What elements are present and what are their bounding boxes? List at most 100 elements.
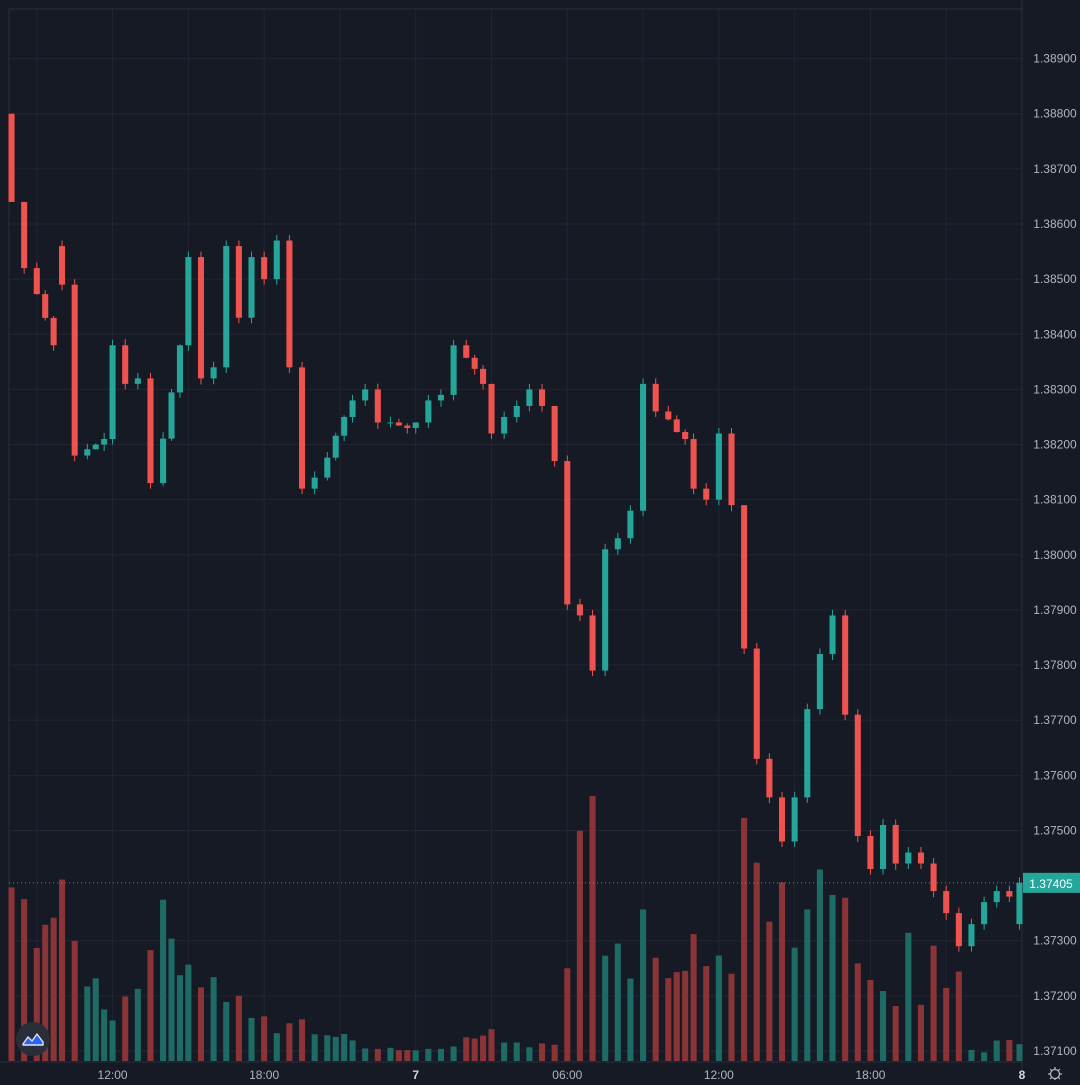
candle-body[interactable] bbox=[993, 891, 1000, 903]
candle-body[interactable] bbox=[33, 268, 40, 295]
candle-body[interactable] bbox=[101, 439, 108, 445]
candle-body[interactable] bbox=[627, 510, 634, 539]
candle-body[interactable] bbox=[551, 405, 558, 462]
candle-body[interactable] bbox=[576, 604, 583, 616]
candle-body[interactable] bbox=[362, 389, 369, 401]
candle-body[interactable] bbox=[880, 824, 887, 870]
candle-body[interactable] bbox=[955, 913, 962, 947]
candle-layer[interactable] bbox=[8, 113, 1023, 952]
candle-body[interactable] bbox=[210, 367, 217, 379]
candle-body[interactable] bbox=[917, 852, 924, 864]
volume-bar bbox=[551, 1044, 558, 1061]
volume-bar bbox=[673, 972, 680, 1061]
candle-body[interactable] bbox=[501, 416, 508, 434]
candle-body[interactable] bbox=[8, 113, 15, 202]
candle-body[interactable] bbox=[778, 797, 786, 842]
candle-body[interactable] bbox=[665, 411, 672, 420]
candle-body[interactable] bbox=[50, 317, 57, 346]
candle-body[interactable] bbox=[905, 852, 912, 864]
candle-body[interactable] bbox=[741, 505, 748, 649]
candle-body[interactable] bbox=[437, 394, 445, 401]
candle-body[interactable] bbox=[160, 438, 167, 484]
volume-bar bbox=[576, 830, 583, 1061]
candle-body[interactable] bbox=[513, 405, 520, 417]
candle-body[interactable] bbox=[538, 389, 546, 406]
candle-body[interactable] bbox=[816, 654, 823, 710]
candle-body[interactable] bbox=[614, 538, 621, 550]
candle-body[interactable] bbox=[42, 294, 49, 318]
candle-body[interactable] bbox=[463, 345, 470, 358]
candle-body[interactable] bbox=[488, 383, 495, 434]
candle-body[interactable] bbox=[526, 389, 533, 406]
candle-body[interactable] bbox=[425, 400, 432, 423]
candle-body[interactable] bbox=[690, 439, 697, 489]
candle-body[interactable] bbox=[332, 435, 339, 458]
candle-body[interactable] bbox=[109, 345, 116, 440]
candle-body[interactable] bbox=[753, 648, 760, 759]
candle-body[interactable] bbox=[147, 378, 154, 484]
candle-body[interactable] bbox=[168, 392, 175, 439]
candle-body[interactable] bbox=[703, 488, 710, 500]
candle-body[interactable] bbox=[387, 422, 394, 424]
candle-body[interactable] bbox=[286, 240, 293, 368]
candle-body[interactable] bbox=[404, 425, 411, 428]
candle-body[interactable] bbox=[185, 257, 192, 346]
tradingview-logo[interactable] bbox=[16, 1022, 50, 1056]
candle-body[interactable] bbox=[968, 924, 975, 947]
candle-body[interactable] bbox=[261, 257, 268, 280]
candle-body[interactable] bbox=[682, 432, 689, 440]
candle-body[interactable] bbox=[84, 449, 91, 456]
candle-body[interactable] bbox=[1016, 882, 1023, 925]
candle-body[interactable] bbox=[176, 345, 183, 393]
candle-body[interactable] bbox=[842, 615, 849, 715]
candle-body[interactable] bbox=[395, 422, 402, 426]
candle-body[interactable] bbox=[640, 383, 647, 511]
candle-body[interactable] bbox=[981, 902, 988, 925]
candle-body[interactable] bbox=[248, 257, 255, 318]
candle-body[interactable] bbox=[480, 368, 487, 384]
candle-body[interactable] bbox=[223, 246, 230, 368]
candle-body[interactable] bbox=[374, 389, 381, 423]
candle-body[interactable] bbox=[652, 383, 659, 412]
candle-body[interactable] bbox=[867, 835, 874, 870]
candle-body[interactable] bbox=[273, 240, 280, 280]
candle-body[interactable] bbox=[311, 477, 318, 489]
candle-body[interactable] bbox=[134, 378, 141, 384]
candle-body[interactable] bbox=[412, 422, 419, 428]
candle-body[interactable] bbox=[324, 457, 331, 478]
candle-body[interactable] bbox=[564, 461, 571, 605]
candle-body[interactable] bbox=[450, 345, 457, 395]
candle-body[interactable] bbox=[943, 891, 950, 914]
candle-body[interactable] bbox=[715, 433, 722, 500]
candle-body[interactable] bbox=[829, 615, 836, 655]
candle-body[interactable] bbox=[673, 419, 680, 433]
candle-body[interactable] bbox=[349, 400, 356, 417]
price-tick-label: 1.38300 bbox=[1033, 382, 1077, 396]
candle-body[interactable] bbox=[589, 615, 596, 671]
candle-body[interactable] bbox=[791, 797, 798, 842]
candle-body[interactable] bbox=[804, 709, 811, 798]
candle-body[interactable] bbox=[59, 246, 66, 285]
candle-body[interactable] bbox=[854, 714, 861, 836]
candle-body[interactable] bbox=[1006, 891, 1013, 897]
candle-body[interactable] bbox=[930, 863, 937, 892]
candle-body[interactable] bbox=[299, 367, 306, 489]
candle-body[interactable] bbox=[728, 433, 735, 506]
volume-bar bbox=[867, 979, 874, 1061]
candle-body[interactable] bbox=[92, 444, 99, 450]
candle-body[interactable] bbox=[71, 284, 78, 456]
candle-body[interactable] bbox=[197, 257, 205, 379]
volume-bar bbox=[71, 940, 78, 1061]
candle-body[interactable] bbox=[766, 758, 773, 798]
candle-body[interactable] bbox=[235, 246, 242, 318]
candle-body[interactable] bbox=[602, 549, 609, 671]
candle-body[interactable] bbox=[471, 357, 478, 369]
candle-body[interactable] bbox=[21, 201, 28, 269]
price-tick-label: 1.38200 bbox=[1033, 438, 1077, 452]
candle-body[interactable] bbox=[122, 345, 129, 384]
candle-body[interactable] bbox=[892, 824, 899, 864]
candle-body[interactable] bbox=[341, 416, 348, 436]
gear-icon[interactable] bbox=[1048, 1067, 1062, 1081]
